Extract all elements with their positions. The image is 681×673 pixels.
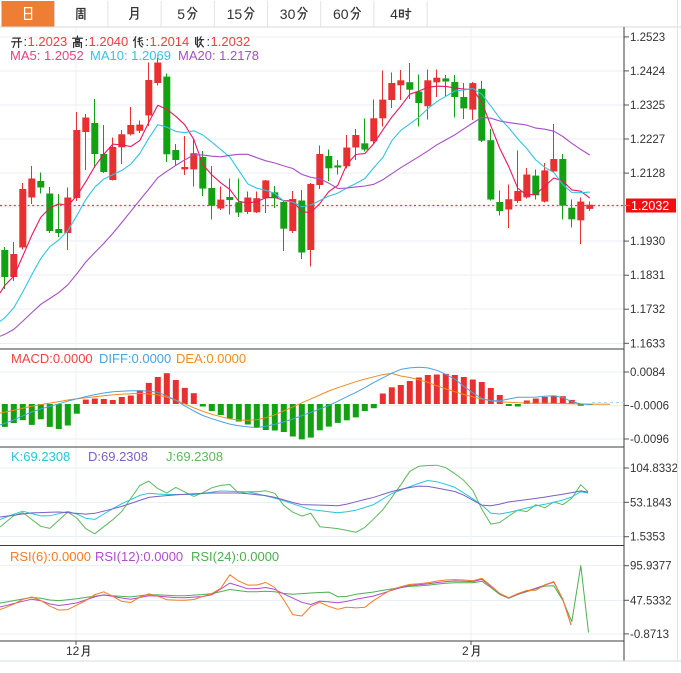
svg-text:J:69.2308: J:69.2308 [166,449,223,464]
svg-text:47.5332: 47.5332 [630,595,672,607]
svg-text:2: 2 [462,644,469,658]
svg-text:30: 30 [280,6,296,22]
svg-text::: : [24,34,28,49]
svg-text:1.2523: 1.2523 [630,32,665,44]
svg-text:15: 15 [227,6,243,22]
svg-text:1.2424: 1.2424 [630,66,666,78]
svg-text:1.1831: 1.1831 [630,270,665,282]
svg-text:1.2023: 1.2023 [28,34,68,49]
svg-text:MA20: 1.2178: MA20: 1.2178 [178,48,259,63]
svg-text:1.1732: 1.1732 [630,304,665,316]
svg-text:-0.8713: -0.8713 [630,629,669,641]
svg-text:4: 4 [390,6,398,22]
svg-text:MACD:0.0000: MACD:0.0000 [11,351,93,366]
svg-text:MA5: 1.2052: MA5: 1.2052 [10,48,84,63]
svg-text:1.2227: 1.2227 [630,134,665,146]
svg-text:5: 5 [177,6,185,22]
svg-text:1.2040: 1.2040 [89,34,129,49]
svg-text:-0.0096: -0.0096 [630,434,669,446]
svg-text:1.2014: 1.2014 [150,34,190,49]
svg-text:DEA:0.0000: DEA:0.0000 [176,351,246,366]
svg-text:MA10: 1.2069: MA10: 1.2069 [90,48,171,63]
svg-text:0.0084: 0.0084 [630,367,666,379]
svg-text:12: 12 [66,644,80,658]
svg-text:DIFF:0.0000: DIFF:0.0000 [99,351,171,366]
svg-text:1.2325: 1.2325 [630,100,665,112]
svg-text::: : [207,34,211,49]
svg-text:1.2128: 1.2128 [630,168,665,180]
svg-text:1.1930: 1.1930 [630,236,665,248]
svg-text:1.2032: 1.2032 [631,199,669,213]
svg-text:60: 60 [333,6,349,22]
svg-text:1.2032: 1.2032 [211,34,251,49]
svg-text:53.1843: 53.1843 [630,497,672,509]
svg-text:104.8332: 104.8332 [630,463,678,475]
svg-text::: : [146,34,150,49]
svg-text:1.5353: 1.5353 [630,532,665,544]
svg-text:1.1633: 1.1633 [630,338,665,350]
svg-text:D:69.2308: D:69.2308 [88,449,148,464]
svg-text:95.9377: 95.9377 [630,561,672,573]
svg-text::: : [85,34,89,49]
svg-text:RSI(6):0.0000: RSI(6):0.0000 [10,549,91,564]
svg-text:RSI(12):0.0000: RSI(12):0.0000 [95,549,183,564]
svg-text:-0.0006: -0.0006 [630,401,669,413]
svg-text:K:69.2308: K:69.2308 [11,449,70,464]
svg-text:RSI(24):0.0000: RSI(24):0.0000 [191,549,279,564]
